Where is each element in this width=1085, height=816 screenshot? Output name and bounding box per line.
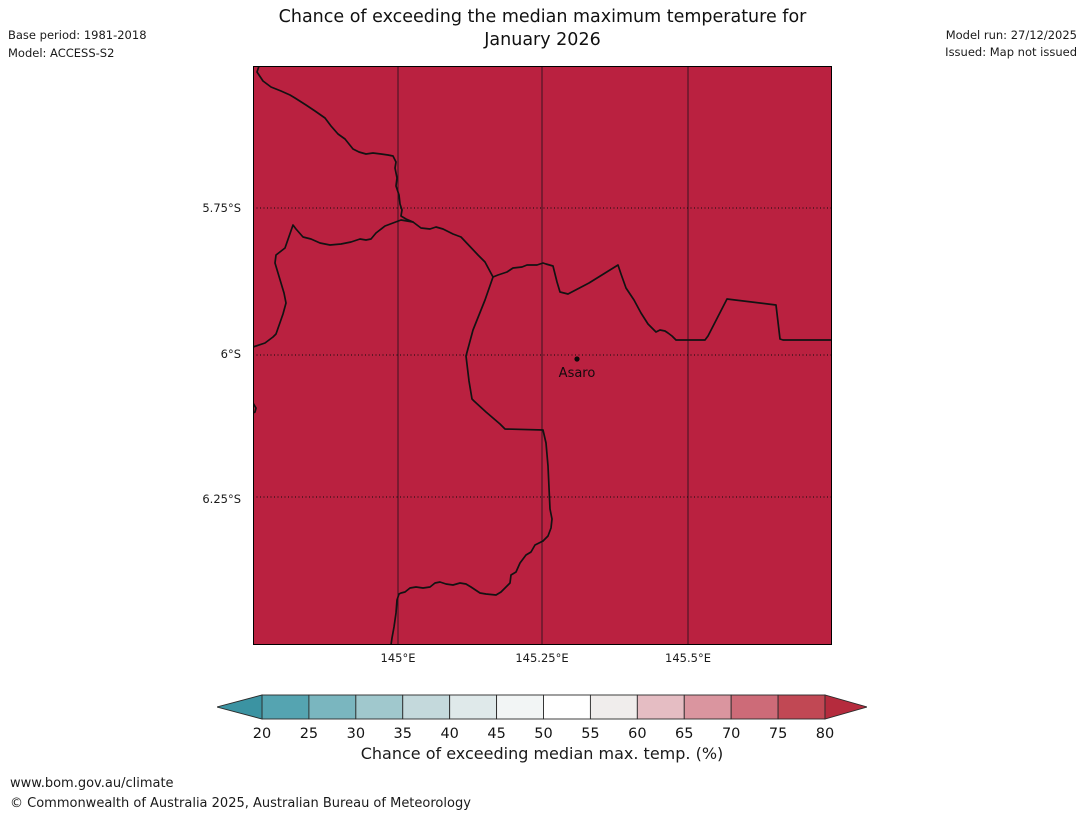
colorbar-segment	[636, 694, 685, 720]
colorbar-tick-label: 65	[675, 726, 693, 742]
colorbar-label: Chance of exceeding median max. temp. (%…	[360, 744, 724, 763]
lat-tick-label: 6.25°S	[202, 492, 241, 506]
asaro-marker-dot	[574, 356, 580, 362]
run-info-left: Base period: 1981-2018 Model: ACCESS-S2	[8, 26, 147, 62]
base-period-text: Base period: 1981-2018	[8, 28, 147, 42]
colorbar-segment	[449, 694, 498, 720]
colorbar-tick-label: 40	[440, 726, 458, 742]
latitude-axis-labels: 5.75°S 6°S 6.25°S	[0, 0, 247, 816]
colorbar-tick-label: 45	[487, 726, 505, 742]
colorbar-segment	[730, 694, 779, 720]
colorbar-segment	[683, 694, 732, 720]
colorbar-under-arrow	[217, 694, 263, 720]
colorbar-tick-label: 20	[253, 726, 271, 742]
colorbar-tick-label: 55	[581, 726, 599, 742]
page-title-line2: January 2026	[484, 30, 601, 50]
asaro-place-label: Asaro	[559, 366, 596, 381]
colorbar-segment	[308, 694, 357, 720]
colorbar-segment	[402, 694, 451, 720]
colorbar-segment	[777, 694, 826, 720]
lon-tick-label: 145°E	[380, 651, 416, 665]
colorbar-segment	[589, 694, 638, 720]
lat-tick-label: 6°S	[220, 347, 241, 361]
colorbar-segment	[261, 694, 310, 720]
colorbar-tick-label: 35	[394, 726, 412, 742]
colorbar: 20 25 30 35 40 45 50 55 60 65 70 75 80	[217, 694, 867, 742]
colorbar-segment	[543, 694, 591, 720]
footer: www.bom.gov.au/climate © Commonwealth of…	[10, 774, 471, 814]
colorbar-tick-label: 30	[347, 726, 365, 742]
colorbar-over-arrow	[824, 694, 867, 720]
colorbar-tick-label: 80	[816, 726, 834, 742]
forecast-map: Asaro	[253, 66, 832, 645]
colorbar-tick-label: 75	[769, 726, 787, 742]
colorbar-tick-label: 50	[534, 726, 552, 742]
footer-copyright: © Commonwealth of Australia 2025, Austra…	[10, 796, 471, 811]
model-text: Model: ACCESS-S2	[8, 46, 115, 60]
issued-text: Issued: Map not issued	[945, 45, 1077, 59]
model-run-text: Model run: 27/12/2025	[945, 28, 1077, 42]
page-title: Chance of exceeding the median maximum t…	[0, 6, 1085, 52]
colorbar-tick-label: 60	[628, 726, 646, 742]
run-info-right: Model run: 27/12/2025 Issued: Map not is…	[945, 27, 1077, 61]
colorbar-segment	[496, 694, 544, 720]
footer-url: www.bom.gov.au/climate	[10, 776, 174, 791]
lon-tick-label: 145.25°E	[515, 651, 569, 665]
lat-tick-label: 5.75°S	[202, 201, 241, 215]
colorbar-tick-label: 70	[722, 726, 740, 742]
lon-tick-label: 145.5°E	[665, 651, 711, 665]
page-title-line1: Chance of exceeding the median maximum t…	[278, 7, 807, 27]
colorbar-tick-label: 25	[300, 726, 318, 742]
colorbar-segment	[355, 694, 404, 720]
